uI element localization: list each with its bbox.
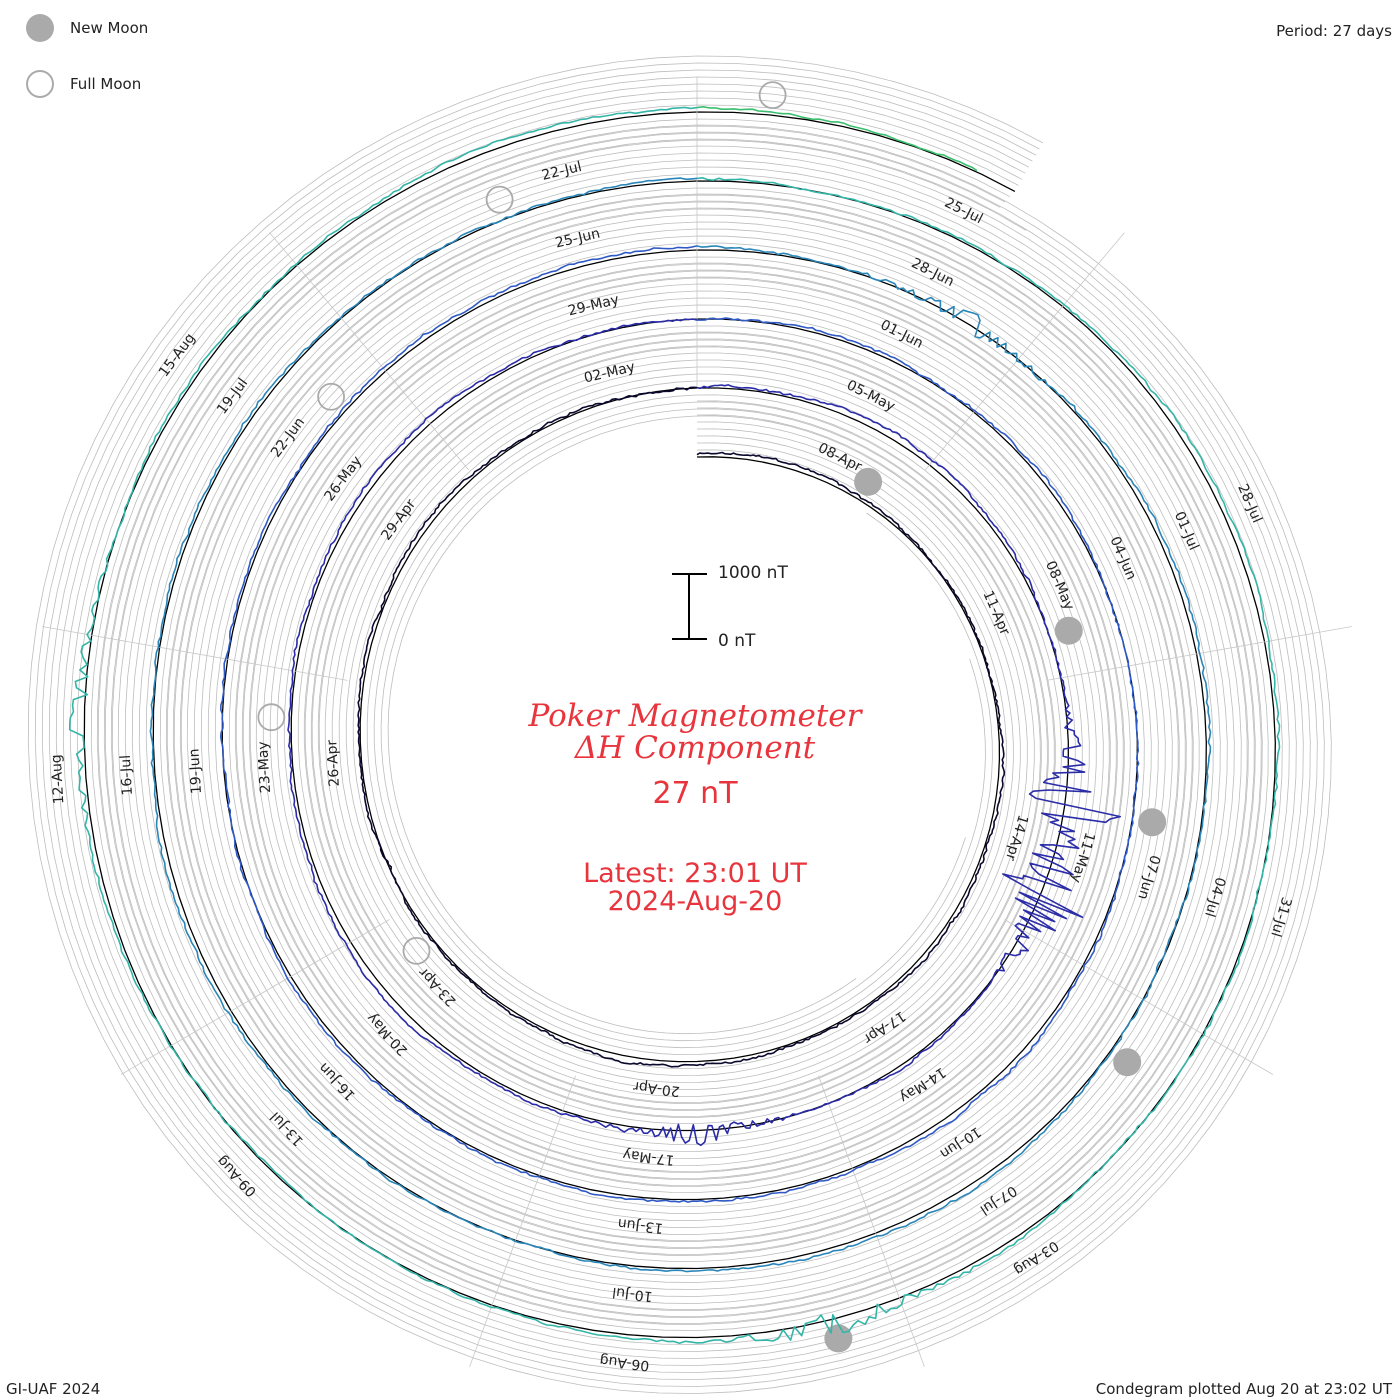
date-label: 28-Jun xyxy=(909,255,957,290)
date-label: 15-Aug xyxy=(156,330,199,380)
scale-bar xyxy=(672,573,707,640)
spiral-grid xyxy=(27,55,1332,1394)
grid-spiral xyxy=(90,118,1269,1331)
date-label: 19-Jun xyxy=(186,748,205,794)
full-moon-icon xyxy=(26,70,54,98)
latest-date: 2024-Aug-20 xyxy=(607,886,783,917)
date-label: 12-Aug xyxy=(49,754,68,805)
grid-spoke xyxy=(1004,919,1274,1075)
legend-new-moon: New Moon xyxy=(26,14,148,42)
grid-spiral xyxy=(27,55,1332,1394)
legend-full-moon: Full Moon xyxy=(26,70,141,98)
new-moon-marker xyxy=(854,467,883,496)
date-label: 17-May xyxy=(622,1146,675,1168)
date-label: 22-Jul xyxy=(540,159,583,184)
trace-period-6 xyxy=(696,106,978,172)
grid-spiral xyxy=(97,125,1262,1324)
full-moon-marker xyxy=(402,936,431,965)
date-label: 07-Jul xyxy=(977,1182,1020,1218)
date-label: 01-Jul xyxy=(1171,509,1202,553)
date-label: 09-Aug xyxy=(214,1152,260,1199)
scale-top-label: 1000 nT xyxy=(718,563,788,583)
period-label: Period: 27 days xyxy=(1276,22,1392,40)
date-label: 16-Jul xyxy=(118,754,136,795)
full-moon-marker xyxy=(485,185,514,214)
grid-spoke xyxy=(469,1075,576,1368)
date-label: 03-Aug xyxy=(1011,1237,1061,1278)
grid-spiral xyxy=(112,139,1248,1310)
full-moon-label: Full Moon xyxy=(70,75,142,93)
full-moon-marker xyxy=(758,81,787,110)
date-label: 13-Jun xyxy=(617,1215,664,1236)
date-label: 20-Apr xyxy=(632,1078,681,1099)
grid-spoke xyxy=(818,1075,925,1368)
date-label: 08-May xyxy=(1042,559,1077,613)
grid-spiral xyxy=(69,97,1290,1352)
date-label: 11-Apr xyxy=(980,588,1013,638)
date-label: 19-Jul xyxy=(214,375,251,417)
chart-title: Poker Magnetometer xyxy=(528,698,862,734)
footer-credit: GI-UAF 2024 xyxy=(6,1380,101,1398)
date-label: 10-Jul xyxy=(611,1284,653,1305)
grid-spiral xyxy=(104,132,1255,1317)
full-moon-marker xyxy=(317,382,345,411)
date-label: 01-Jun xyxy=(878,317,926,352)
grid-spiral xyxy=(41,69,1318,1380)
trace-period-1 xyxy=(357,386,1006,1068)
date-label: 08-Apr xyxy=(815,440,864,475)
date-label: 26-Apr xyxy=(324,739,343,787)
trace-period-3 xyxy=(220,245,1140,1203)
grid-spoke xyxy=(924,232,1125,471)
date-label: 28-Jul xyxy=(1234,482,1265,526)
date-label: 25-Jul xyxy=(942,195,985,228)
date-label: 16-Jun xyxy=(316,1059,359,1103)
chart-subtitle: ΔH Component xyxy=(574,730,816,766)
baseline-spiral xyxy=(83,111,1276,1339)
footer-plot-time: Condegram plotted Aug 20 at 23:02 UT xyxy=(1095,1380,1392,1398)
scale-bottom-label: 0 nT xyxy=(718,631,756,651)
new-moon-marker xyxy=(1113,1048,1142,1077)
date-label: 14-May xyxy=(896,1064,948,1106)
date-label: 06-Aug xyxy=(599,1352,650,1374)
date-label: 23-May xyxy=(255,741,274,794)
grid-spiral xyxy=(55,83,1304,1366)
trace-period-2 xyxy=(287,318,1122,1147)
radial-spokes xyxy=(42,77,1352,1368)
full-moon-marker xyxy=(257,703,286,732)
date-label: 23-Apr xyxy=(416,964,460,1009)
date-label: 20-May xyxy=(364,1010,411,1059)
grid-spiral xyxy=(34,62,1325,1387)
chart-units: 27 nT xyxy=(652,776,738,811)
new-moon-marker xyxy=(1138,808,1167,837)
grid-spiral xyxy=(76,104,1283,1345)
latest-time: Latest: 23:01 UT xyxy=(583,858,807,889)
trace-period-5 xyxy=(69,106,1281,1345)
grid-spiral xyxy=(62,90,1297,1359)
new-moon-icon xyxy=(26,14,54,42)
date-label: 04-Jul xyxy=(1201,875,1228,918)
grid-spoke xyxy=(42,626,348,681)
grid-spiral xyxy=(48,76,1311,1373)
date-label: 31-Jul xyxy=(1267,895,1294,938)
date-label: 04-Jun xyxy=(1106,534,1139,582)
magnetometer-traces xyxy=(69,106,1281,1345)
new-moon-label: New Moon xyxy=(70,19,149,37)
new-moon-marker xyxy=(1054,616,1083,645)
grid-spoke xyxy=(120,919,390,1075)
trace-period-4 xyxy=(149,177,1212,1273)
grid-spoke xyxy=(269,232,470,471)
